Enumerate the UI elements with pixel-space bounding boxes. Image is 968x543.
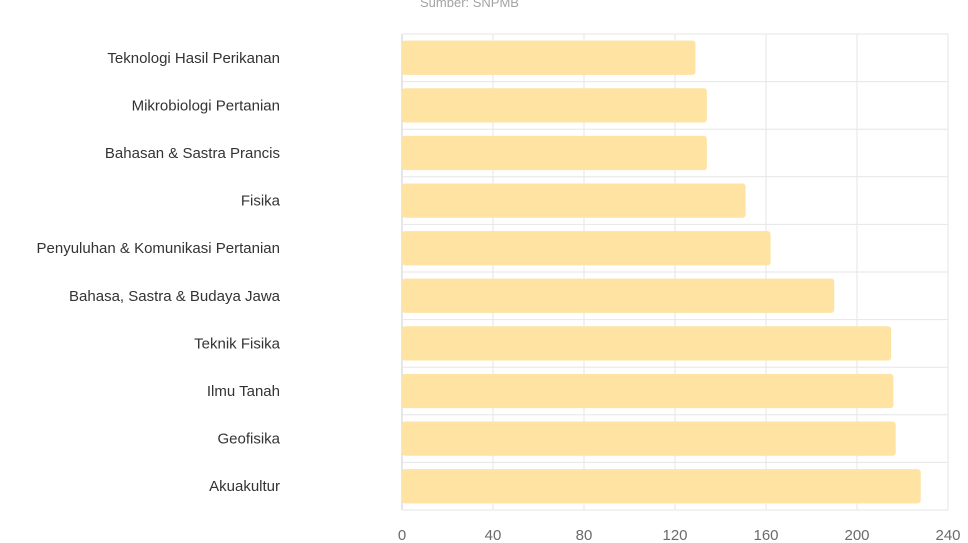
x-tick-label: 120: [662, 527, 687, 543]
bar[interactable]: [402, 421, 896, 456]
x-tick-label: 40: [485, 527, 502, 543]
category-label: Akuakultur: [209, 478, 280, 495]
x-tick-label: 200: [844, 527, 869, 543]
bar[interactable]: [402, 183, 746, 218]
category-label: Mikrobiologi Pertanian: [132, 97, 280, 114]
category-label: Bahasan & Sastra Prancis: [105, 145, 280, 162]
category-label: Teknik Fisika: [194, 335, 281, 352]
chart-source-note: Sumber: SNPMB: [420, 0, 519, 10]
category-label: Geofisika: [217, 431, 280, 448]
category-labels: Teknologi Hasil Perikanan Mikrobiologi Pe…: [37, 50, 281, 495]
bar[interactable]: [402, 373, 894, 409]
bar[interactable]: [402, 40, 696, 75]
category-label: Ilmu Tanah: [207, 383, 280, 400]
bar[interactable]: [402, 326, 892, 361]
x-tick-label: 0: [398, 527, 406, 543]
bar[interactable]: [402, 231, 771, 266]
category-label: Fisika: [241, 193, 281, 210]
bars: [402, 40, 921, 504]
category-label: Bahasa, Sastra & Budaya Jawa: [69, 288, 281, 305]
category-label: Penyuluhan & Komunikasi Pertanian: [37, 240, 281, 257]
category-label: Teknologi Hasil Perikanan: [107, 50, 280, 67]
bar[interactable]: [402, 469, 921, 504]
x-tick-label: 80: [576, 527, 593, 543]
bar[interactable]: [402, 135, 707, 171]
x-axis-ticks: 0 40 80 120 160 200 240: [398, 527, 961, 543]
x-tick-label: 160: [753, 527, 778, 543]
bar[interactable]: [402, 88, 707, 123]
x-tick-label: 240: [935, 527, 960, 543]
bar[interactable]: [402, 278, 835, 313]
